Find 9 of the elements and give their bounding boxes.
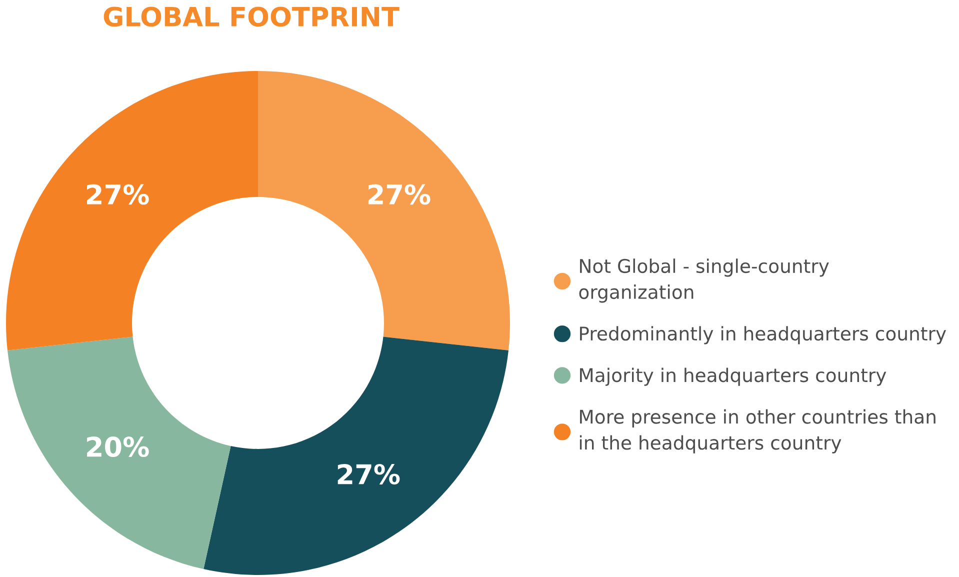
data-label: 20% [87,436,149,458]
chart-title: GLOBAL FOOTPRINT [104,6,400,27]
legend-label: More presence in other countries than in the headquarters country [580,409,936,454]
legend-label: Not Global - single-country organization [579,258,829,303]
legend-label: Majority in headquarters country [580,368,886,386]
legend-label: Predominantly in headquarters country [580,326,946,344]
data-label: 27% [368,184,430,205]
data-label: 27% [87,184,149,205]
data-label: 27% [338,464,400,484]
